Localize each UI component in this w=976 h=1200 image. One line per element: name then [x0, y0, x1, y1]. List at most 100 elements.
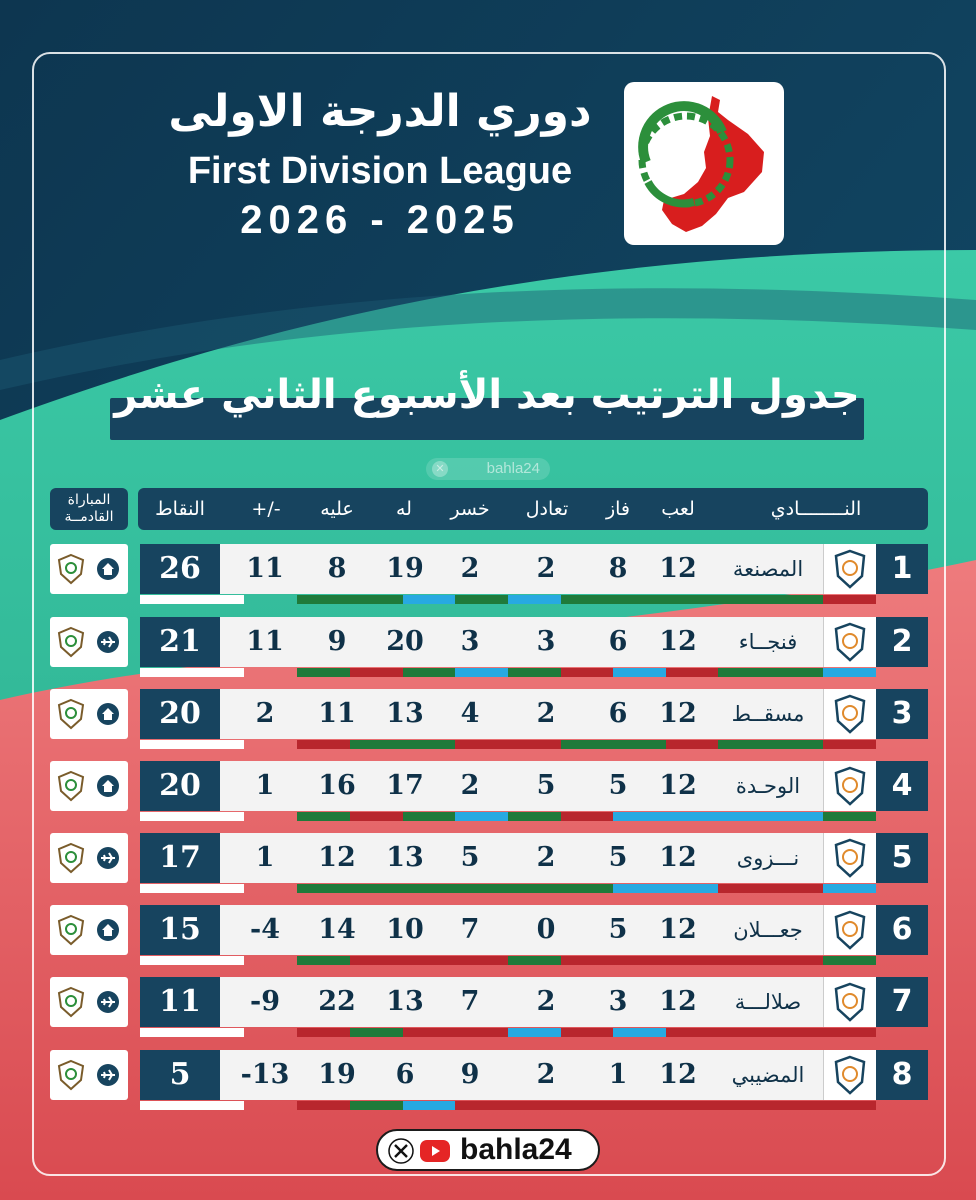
rank: 5	[876, 833, 928, 883]
form-strip	[718, 668, 770, 677]
team-crest-icon	[823, 833, 876, 883]
stat-lost: 5	[460, 842, 480, 873]
stat-played: 12	[659, 842, 697, 873]
form-strip	[823, 668, 876, 677]
team-name: نـــزوى	[736, 846, 800, 870]
home-icon	[97, 919, 119, 941]
form-strip	[455, 1101, 508, 1110]
form-strip	[403, 884, 455, 893]
team-name: المضيبي	[731, 1063, 805, 1087]
form-strip	[508, 884, 561, 893]
stat-drawn: 3	[536, 626, 556, 657]
form-strip	[403, 595, 455, 604]
stat-drawn: 2	[536, 1059, 556, 1090]
form-strip	[350, 595, 403, 604]
form-strip	[823, 595, 876, 604]
form-strip	[770, 668, 823, 677]
form-strip	[561, 884, 613, 893]
team-name: المصنعة	[732, 557, 804, 581]
stat-goals-for: 13	[386, 842, 424, 873]
opponent-crest-icon	[54, 1058, 88, 1092]
points: 20	[140, 689, 220, 739]
watermark: ✕ bahla24	[426, 458, 550, 480]
row-body	[192, 544, 823, 594]
form-strip	[561, 595, 613, 604]
form-strip	[770, 1028, 823, 1037]
stat-goals-for: 17	[386, 770, 424, 801]
table-row: 1 المصنعة 12 8 2 2 19 8 11 26	[0, 544, 976, 604]
form-strip	[561, 956, 613, 965]
col-header-won: فاز	[605, 498, 631, 520]
stat-goal-diff: -4	[250, 914, 280, 945]
stat-goals-for: 13	[386, 698, 424, 729]
points: 26	[140, 544, 220, 594]
form-strip	[613, 884, 666, 893]
form-strip	[140, 1101, 192, 1110]
form-strip	[666, 668, 718, 677]
stat-lost: 7	[460, 986, 480, 1017]
form-strip	[350, 884, 403, 893]
row-body	[192, 1050, 823, 1100]
form-strip	[508, 595, 561, 604]
col-header-points: النقاط	[155, 498, 205, 520]
footer-brand-text: bahla24	[460, 1133, 572, 1166]
stat-goal-diff: -9	[250, 986, 280, 1017]
stat-goals-for: 10	[386, 914, 424, 945]
form-strip	[666, 1028, 718, 1037]
stat-won: 6	[608, 698, 628, 729]
stat-goals-against: 11	[318, 698, 356, 729]
form-strip	[770, 956, 823, 965]
form-strip	[561, 1101, 613, 1110]
form-strip	[770, 884, 823, 893]
home-icon	[97, 703, 119, 725]
form-strip	[770, 595, 823, 604]
stat-won: 5	[608, 914, 628, 945]
stat-lost: 2	[460, 770, 480, 801]
form-strip	[823, 812, 876, 821]
home-icon	[97, 775, 119, 797]
stat-goal-diff: 11	[246, 553, 284, 584]
form-strip	[192, 956, 244, 965]
form-strip	[455, 812, 508, 821]
points: 21	[140, 617, 220, 667]
form-strip	[666, 956, 718, 965]
form-strip	[140, 595, 192, 604]
form-strip	[613, 740, 666, 749]
form-strip	[140, 956, 192, 965]
form-strip	[718, 956, 770, 965]
form-strip	[561, 668, 613, 677]
form-strip	[561, 1028, 613, 1037]
stat-goal-diff: -13	[240, 1059, 290, 1090]
row-body	[192, 977, 823, 1027]
form-strip	[192, 1101, 244, 1110]
team-name: الوحـدة	[735, 774, 801, 798]
form-strip	[350, 1028, 403, 1037]
rank: 2	[876, 617, 928, 667]
form-strip	[455, 956, 508, 965]
form-strip	[455, 1028, 508, 1037]
airplane-icon	[97, 631, 119, 653]
form-strip	[666, 812, 718, 821]
stat-drawn: 2	[536, 698, 556, 729]
form-strip	[455, 740, 508, 749]
form-strip	[297, 740, 350, 749]
form-strip	[403, 740, 455, 749]
form-strip	[192, 668, 244, 677]
stat-goal-diff: 11	[246, 626, 284, 657]
form-strip	[823, 956, 876, 965]
stat-played: 12	[659, 1059, 697, 1090]
team-crest-icon	[823, 761, 876, 811]
team-crest-icon	[823, 977, 876, 1027]
form-strip	[613, 595, 666, 604]
opponent-crest-icon	[54, 913, 88, 947]
stat-goals-for: 6	[395, 1059, 415, 1090]
form-strip	[350, 668, 403, 677]
stat-lost: 4	[460, 698, 480, 729]
stat-drawn: 0	[536, 914, 556, 945]
row-body	[192, 689, 823, 739]
form-strip	[350, 812, 403, 821]
rank: 4	[876, 761, 928, 811]
table-row: 7 صلالـــة 12 3 2 7 13 22 -9 11	[0, 977, 976, 1037]
stat-played: 12	[659, 698, 697, 729]
form-strip	[192, 740, 244, 749]
